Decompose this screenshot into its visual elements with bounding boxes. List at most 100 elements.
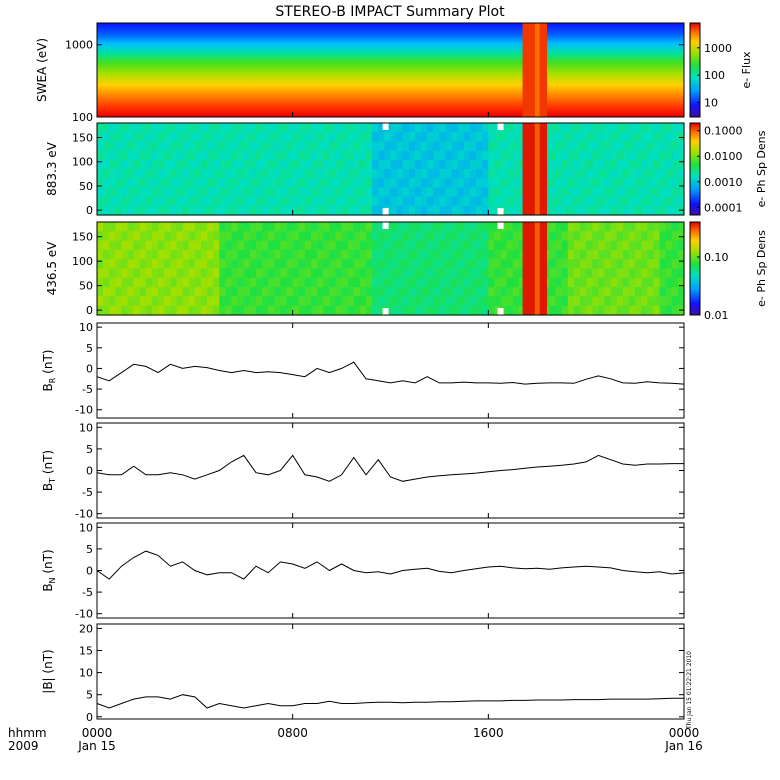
- spectrogram-cell: [635, 141, 642, 152]
- spectrogram-cell: [255, 277, 263, 288]
- spectrogram-cell: [476, 132, 483, 142]
- spectrogram-cell: [421, 305, 428, 316]
- spectrogram-cell: [133, 205, 141, 216]
- spectrogram-cell: [298, 259, 306, 270]
- spectrogram-cell: [659, 287, 667, 297]
- spectrogram-cell: [390, 178, 398, 188]
- data-gap-marker: [382, 308, 389, 315]
- spectrogram-cell: [488, 132, 496, 142]
- spectrogram-cell: [439, 249, 447, 260]
- spectrogram-cell: [555, 296, 563, 307]
- spectrogram-cell: [213, 240, 220, 251]
- spectrogram-cell: [384, 187, 392, 198]
- spectrogram-cell: [170, 240, 178, 251]
- spectrogram-cell: [671, 296, 679, 307]
- spectrogram-cell: [311, 150, 318, 161]
- spectrogram-cell: [561, 268, 569, 279]
- spectrogram-cell: [225, 287, 233, 297]
- spectrogram-cell: [421, 249, 428, 260]
- spectrogram-cell: [97, 268, 104, 279]
- spectrogram-cell: [414, 305, 422, 316]
- spectrogram-cell: [103, 305, 110, 316]
- spectrogram-cell: [335, 178, 343, 188]
- spectrogram-cell: [109, 222, 116, 232]
- spectrogram-cell: [604, 178, 612, 188]
- spectrogram-cell: [586, 277, 593, 288]
- spectrogram-cell: [243, 249, 251, 260]
- spectrogram-cell: [628, 132, 636, 142]
- spectrogram-cell: [463, 205, 471, 216]
- spectrogram-cell: [421, 123, 428, 133]
- spectrogram-cell: [304, 169, 312, 179]
- spectrogram-cell: [182, 178, 190, 188]
- spectrogram-cell: [347, 287, 355, 297]
- spectrogram-cell: [647, 231, 655, 242]
- spectrogram-cell: [292, 277, 300, 288]
- spectrogram-cell: [280, 159, 288, 170]
- spectrogram-cell: [622, 159, 630, 170]
- spectrogram-cell: [573, 132, 581, 142]
- spectrogram-cell: [323, 178, 330, 188]
- spectrogram-cell: [139, 178, 147, 188]
- spectrogram-cell: [280, 277, 288, 288]
- spectrogram-cell: [103, 287, 110, 297]
- spectrogram-cell: [176, 268, 184, 279]
- spectrogram-cell: [292, 240, 300, 251]
- spectrogram-cell: [329, 123, 337, 133]
- spectrogram-cell: [598, 187, 606, 198]
- spectrogram-cell: [451, 305, 459, 316]
- spectrogram-cell: [145, 169, 153, 179]
- spectrogram-cell: [494, 150, 502, 161]
- spectrogram-cell: [121, 287, 129, 297]
- colorbar-tick-label: 1000: [704, 42, 732, 55]
- spectrogram-cell: [207, 196, 214, 207]
- spectrogram-cell: [103, 296, 110, 307]
- spectrogram-cell: [182, 240, 190, 251]
- spectrogram-cell: [158, 249, 165, 260]
- spectrogram-cell: [421, 141, 428, 152]
- spectrogram-cell: [115, 231, 123, 242]
- spectrogram-cell: [482, 123, 489, 133]
- spectrogram-cell: [152, 187, 159, 198]
- spectrogram-cell: [237, 196, 245, 207]
- spectrogram-cell: [647, 141, 655, 152]
- spectrogram-cell: [255, 159, 263, 170]
- spectrogram-cell: [445, 141, 453, 152]
- spectrogram-cell: [311, 141, 318, 152]
- spectrogram-cell: [592, 231, 599, 242]
- spectrogram-cell: [152, 268, 159, 279]
- spectrogram-cell: [194, 205, 202, 216]
- spectrogram-cell: [262, 205, 269, 216]
- spectrogram-cell: [494, 231, 502, 242]
- spectrogram-cell: [402, 277, 410, 288]
- spectrogram-cell: [268, 259, 275, 270]
- spectrogram-cell: [622, 169, 630, 179]
- spectrogram-cell: [372, 196, 379, 207]
- spectrogram-cell: [329, 196, 337, 207]
- spectrogram-cell: [103, 196, 110, 207]
- spectrogram-cell: [286, 150, 294, 161]
- spectrogram-cell: [457, 249, 465, 260]
- spectrogram-cell: [439, 259, 447, 270]
- spectrogram-cell: [586, 231, 593, 242]
- spectrogram-cell: [518, 268, 526, 279]
- spectrogram-cell: [439, 150, 447, 161]
- spectrogram-cell: [567, 268, 575, 279]
- spectrogram-cell: [213, 222, 220, 232]
- spectrogram-cell: [408, 123, 416, 133]
- spectrogram-cell: [592, 296, 599, 307]
- spectrogram-cell: [482, 205, 489, 216]
- spectrogram-cell: [549, 159, 557, 170]
- spectrogram-cell: [225, 222, 233, 232]
- spectrogram-cell: [115, 150, 123, 161]
- spectrogram-cell: [433, 222, 441, 232]
- x-tick-label: 0000: [82, 726, 113, 740]
- spectrogram-cell: [635, 169, 642, 179]
- spectrogram-cell: [506, 187, 514, 198]
- spectrogram-cell: [97, 159, 104, 170]
- spectrogram-cell: [127, 123, 135, 133]
- spectrogram-cell: [598, 259, 606, 270]
- spectrogram-cell: [573, 240, 581, 251]
